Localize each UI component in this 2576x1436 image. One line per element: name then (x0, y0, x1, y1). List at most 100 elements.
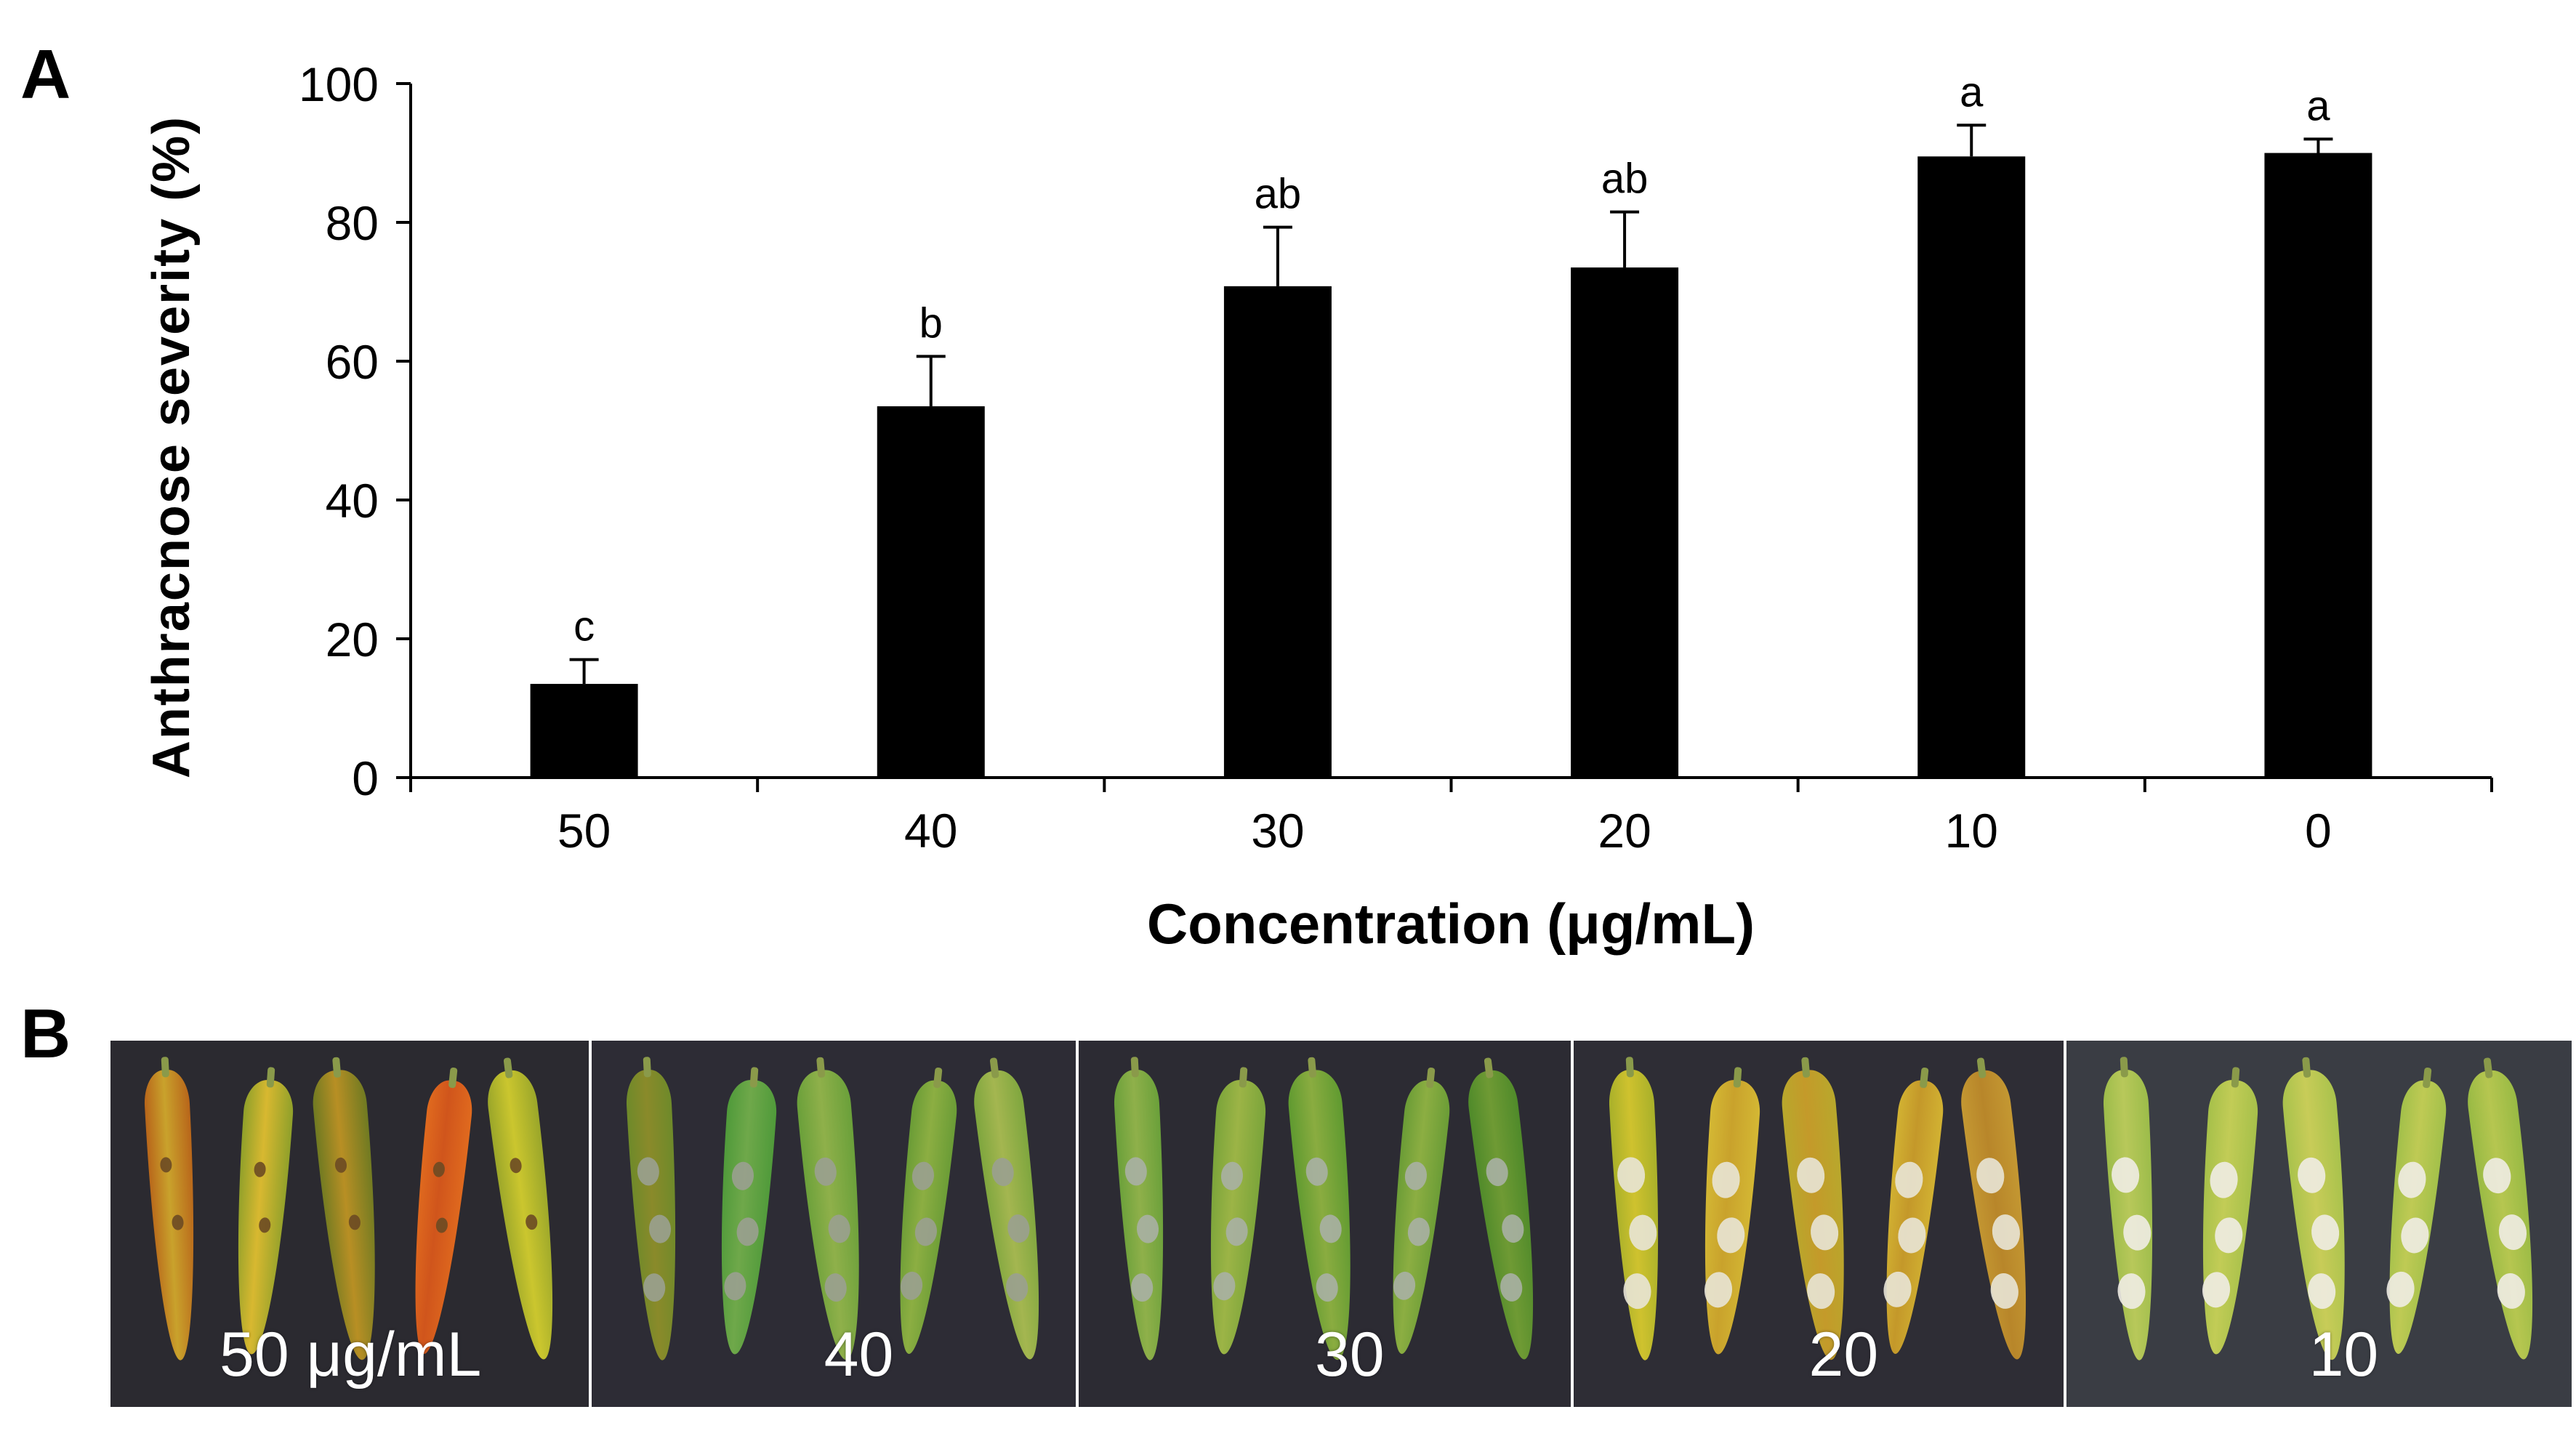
chart-labels: 0 20 40 60 80 100 c 50 b 40 ab 30 ab 20 a 10 a 0 (299, 57, 2332, 858)
bar (1571, 267, 1679, 778)
pepper-stem (161, 1057, 169, 1078)
pepper-stem (1130, 1057, 1140, 1078)
pepper-photo-3: 30 (1079, 1041, 1571, 1407)
significance-letter: ab (1255, 171, 1302, 218)
pepper-stem (749, 1067, 759, 1088)
lesion-spot (1711, 1161, 1742, 1199)
y-tick-label: 100 (299, 57, 379, 111)
lesion-spot (1484, 1156, 1510, 1187)
lesion-spot (1314, 1272, 1339, 1303)
bar (1917, 156, 2026, 778)
photo-concentration-label: 40 (824, 1320, 894, 1389)
photo-concentration-label: 50 μg/mL (220, 1320, 482, 1389)
y-axis-label: Anthracnose severity (%) (142, 116, 201, 778)
lesion-spot (1225, 1217, 1249, 1247)
y-tick-label: 80 (326, 196, 379, 250)
lesion-spot (1391, 1270, 1417, 1301)
lesion-spot (2396, 1161, 2428, 1200)
lesion-spot (736, 1217, 760, 1247)
pepper-stem (2422, 1067, 2432, 1089)
x-tick-label: 50 (558, 804, 611, 858)
pepper-stem (2120, 1057, 2129, 1078)
pepper-stem (1239, 1067, 1248, 1088)
pepper-stem (1919, 1067, 1929, 1089)
bar (530, 684, 638, 778)
lesion-spot (1406, 1217, 1431, 1247)
bar (1223, 286, 1332, 778)
lesion-spot (1806, 1272, 1837, 1311)
lesion-spot (509, 1157, 523, 1174)
lesion-spot (348, 1214, 361, 1230)
lesion-spot (171, 1214, 184, 1230)
lesion-spot (813, 1156, 838, 1187)
y-tick-label: 20 (326, 613, 379, 666)
lesion-spot (2213, 1217, 2244, 1255)
lesion-spot (1715, 1217, 1747, 1255)
lesion-spot (990, 1156, 1016, 1187)
lesion-spot (1304, 1156, 1329, 1187)
lesion-spot (1881, 1270, 1913, 1309)
pepper-stem (933, 1067, 943, 1089)
lesion-spot (899, 1270, 925, 1301)
panel-b-label: B (20, 995, 71, 1073)
lesion-spot (1500, 1213, 1526, 1244)
lesion-spot (1809, 1213, 1840, 1252)
chart-axes (396, 82, 2493, 792)
pepper-stem (1425, 1067, 1436, 1089)
pepper-photo-2: 40 (592, 1041, 1076, 1407)
lesion-spot (1136, 1214, 1160, 1244)
significance-letter: a (1960, 68, 1984, 116)
lesion-spot (1703, 1270, 1734, 1309)
bar (877, 406, 985, 778)
x-tick-label: 0 (2305, 804, 2332, 858)
significance-letter: ab (1601, 156, 1649, 203)
lesion-spot (254, 1161, 267, 1178)
pepper-stem (1625, 1057, 1634, 1078)
lesion-spot (2295, 1156, 2327, 1195)
bar-chart: A 0 20 40 60 80 100 c 50 b 40 ab 30 ab 20 a 10 a 0 Anthra… (20, 36, 2493, 956)
lesion-spot (730, 1161, 755, 1192)
photo-concentration-label: 20 (1808, 1320, 1879, 1389)
photo-concentration-label: 30 (1314, 1320, 1385, 1389)
lesion-spot (1212, 1270, 1236, 1301)
chart-bars (530, 124, 2372, 778)
lesion-spot (1124, 1156, 1148, 1187)
lesion-spot (1220, 1161, 1244, 1192)
lesion-spot (2309, 1213, 2340, 1252)
y-tick-label: 60 (326, 335, 379, 389)
pepper-stem (266, 1067, 275, 1088)
lesion-spot (2111, 1156, 2141, 1194)
lesion-spot (827, 1214, 852, 1244)
pepper-photo-1: 50 μg/mL (110, 1041, 589, 1407)
lesion-spot (258, 1217, 272, 1233)
pepper-stem (2231, 1067, 2240, 1088)
lesion-spot (159, 1157, 172, 1173)
lesion-spot (432, 1161, 446, 1178)
pepper-photo-5: 10 (2066, 1041, 2572, 1407)
lesion-spot (1893, 1161, 1925, 1200)
lesion-spot (1130, 1272, 1154, 1302)
lesion-spot (1627, 1214, 1658, 1252)
pepper-photo-4: 20 (1574, 1041, 2064, 1407)
y-tick-label: 0 (352, 751, 379, 805)
lesion-spot (2122, 1214, 2152, 1252)
lesion-spot (824, 1272, 848, 1303)
lesion-spot (2399, 1216, 2431, 1255)
panel-a-label: A (20, 36, 71, 113)
lesion-spot (2201, 1270, 2231, 1309)
lesion-spot (1990, 1212, 2023, 1252)
significance-letter: c (573, 603, 595, 650)
lesion-spot (723, 1270, 747, 1301)
lesion-spot (2208, 1161, 2239, 1199)
pepper-stem (1307, 1057, 1316, 1078)
lesion-spot (1403, 1161, 1428, 1192)
lesion-spot (914, 1217, 939, 1247)
lesion-spot (334, 1157, 347, 1174)
pepper-stem (448, 1067, 458, 1089)
lesion-spot (525, 1214, 539, 1230)
lesion-spot (1006, 1213, 1032, 1244)
lesion-spot (642, 1272, 666, 1302)
x-tick-label: 40 (904, 804, 957, 858)
lesion-spot (1318, 1214, 1343, 1244)
lesion-spot (1896, 1216, 1928, 1255)
